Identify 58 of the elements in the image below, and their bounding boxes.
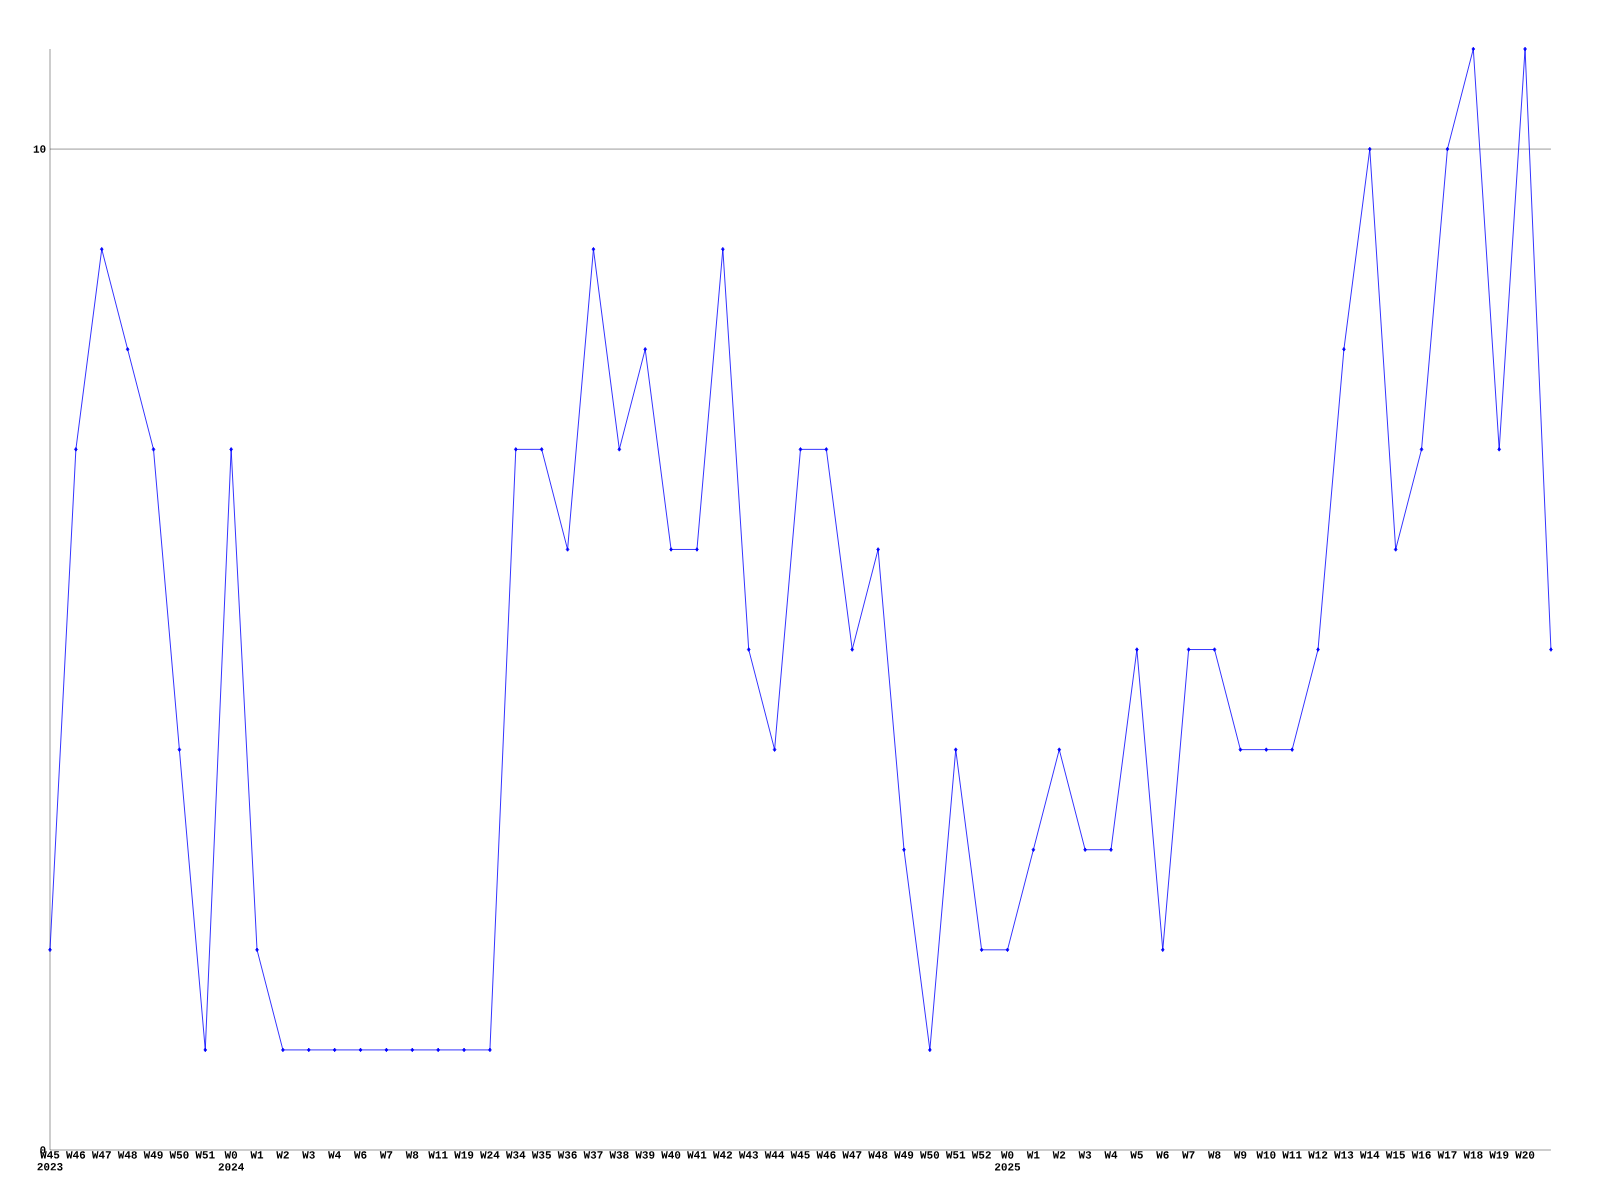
x-tick-label: W34 xyxy=(505,1151,526,1159)
x-tick-label: W13 xyxy=(1334,1151,1354,1159)
x-tick-label: W4 xyxy=(328,1151,341,1159)
x-tick-label: W38 xyxy=(609,1151,629,1159)
x-tick-label: W48 xyxy=(868,1151,888,1159)
x-tick-label: W39 xyxy=(635,1151,655,1159)
x-tick-label: W40 xyxy=(661,1151,681,1159)
x-tick-label: W50 xyxy=(169,1151,189,1159)
x-tick-label: W9 xyxy=(1233,1151,1247,1159)
y-tick-label: 10 xyxy=(33,145,46,153)
x-tick-label: W20 xyxy=(1515,1151,1535,1159)
x-tick-label: W44 xyxy=(764,1151,785,1159)
x-tick-label: W51 xyxy=(945,1151,966,1159)
x-tick-label: W0 2024 xyxy=(218,1151,244,1171)
x-tick-label: W43 xyxy=(738,1151,759,1159)
x-tick-label: W51 xyxy=(195,1151,215,1159)
x-tick-label: W8 xyxy=(405,1151,419,1159)
x-tick-label: W19 xyxy=(1489,1151,1509,1159)
x-tick-label: W1 xyxy=(250,1151,264,1159)
x-tick-label: W0 2025 xyxy=(995,1151,1021,1171)
x-tick-label: W16 xyxy=(1411,1151,1431,1159)
x-tick-label: W36 xyxy=(557,1151,577,1159)
x-tick-label: W47 xyxy=(842,1151,862,1159)
x-tick-label: W45 xyxy=(790,1151,810,1159)
x-tick-label: W4 xyxy=(1104,1151,1118,1159)
x-tick-label: W50 xyxy=(920,1151,940,1159)
x-tick-label: W14 xyxy=(1359,1151,1380,1159)
x-tick-label: W1 xyxy=(1026,1151,1040,1159)
x-tick-label: W42 xyxy=(712,1151,733,1159)
x-tick-label: W52 xyxy=(971,1151,991,1159)
x-tick-label: W35 xyxy=(531,1151,551,1159)
x-tick-label: W49 xyxy=(143,1151,163,1159)
x-tick-label: W48 xyxy=(117,1151,137,1159)
x-tick-label: W8 xyxy=(1207,1151,1221,1159)
x-tick-label: W6 xyxy=(353,1151,367,1159)
x-tick-label: W46 xyxy=(816,1151,836,1159)
x-tick-label: W11 xyxy=(428,1151,448,1159)
x-tick-label: W24 xyxy=(480,1151,500,1159)
x-tick-label: W17 xyxy=(1437,1151,1457,1159)
x-tick-label: W18 xyxy=(1463,1151,1483,1159)
x-tick-label: W47 xyxy=(91,1151,111,1159)
x-tick-label: W41 xyxy=(687,1151,707,1159)
x-tick-label: W5 xyxy=(1130,1151,1143,1159)
x-tick-label: W2 xyxy=(276,1151,289,1159)
x-tick-label: W15 xyxy=(1385,1151,1405,1159)
x-tick-label: W12 xyxy=(1308,1151,1328,1159)
x-tick-label: W7 xyxy=(1182,1151,1195,1159)
x-tick-label: W3 xyxy=(1078,1151,1092,1159)
x-tick-label: W3 xyxy=(302,1151,315,1159)
x-tick-label: W6 xyxy=(1156,1151,1169,1159)
x-tick-label: W11 xyxy=(1282,1151,1302,1159)
x-tick-label: W2 xyxy=(1052,1151,1066,1159)
x-tick-label: W37 xyxy=(583,1151,603,1159)
x-tick-label: W46 xyxy=(66,1151,86,1159)
x-tick-label: W19 xyxy=(454,1151,474,1159)
x-tick-label: W7 xyxy=(379,1151,393,1159)
x-tick-label: W10 xyxy=(1256,1151,1276,1159)
x-tick-label: W49 xyxy=(894,1151,914,1159)
